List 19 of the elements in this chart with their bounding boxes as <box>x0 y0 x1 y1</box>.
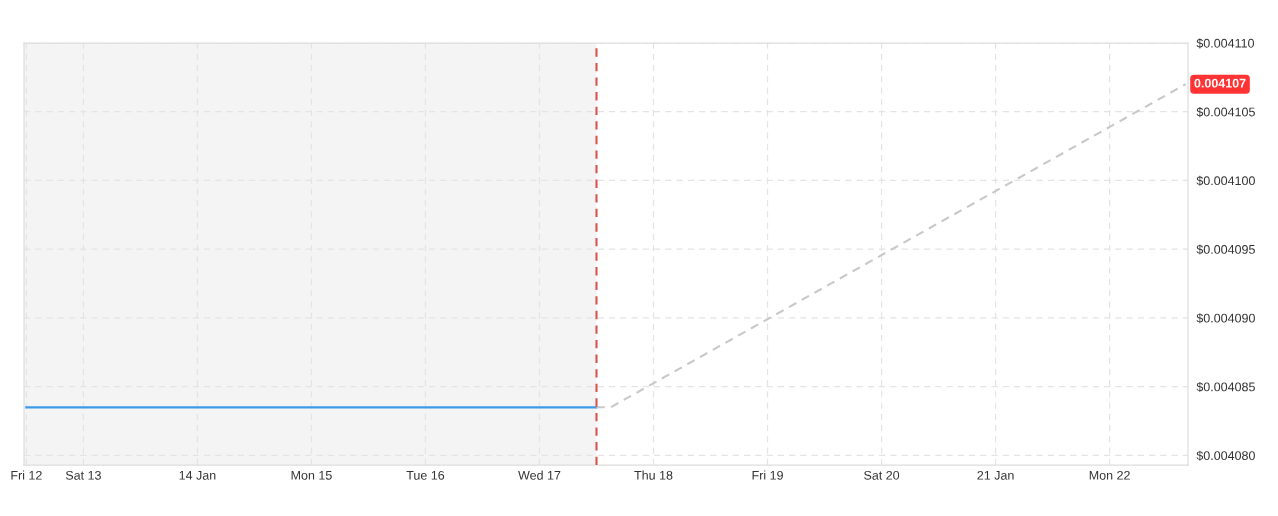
x-tick-label: Thu 18 <box>634 470 673 480</box>
x-tick-label: 14 Jan <box>179 471 216 480</box>
y-tick-label: $0.004085 <box>1196 381 1255 393</box>
x-tick-label: Sat 20 <box>864 470 900 480</box>
y-tick-label: $0.004090 <box>1196 313 1255 324</box>
y-tick-label: $0.004095 <box>1196 244 1255 255</box>
data-label: 0.004107 <box>1194 78 1246 88</box>
x-tick-label: Fri 19 <box>752 470 783 480</box>
y-tick-label: $0.004100 <box>1196 175 1255 186</box>
y-tick-label: $0.004110 <box>1196 38 1255 49</box>
y-tick-label: $0.004105 <box>1196 107 1255 118</box>
x-tick-label: Fri 12 <box>11 470 42 480</box>
x-tick-label: Wed 17 <box>518 470 561 480</box>
x-tick-label: Mon 15 <box>291 471 332 480</box>
x-tick-label: Sat 13 <box>65 470 101 480</box>
x-tick-label: Tue 16 <box>406 470 445 480</box>
x-tick-label: 21 Jan <box>977 470 1014 480</box>
x-tick-label: Mon 22 <box>1089 470 1130 480</box>
y-tick-label: $0.004080 <box>1196 450 1255 461</box>
